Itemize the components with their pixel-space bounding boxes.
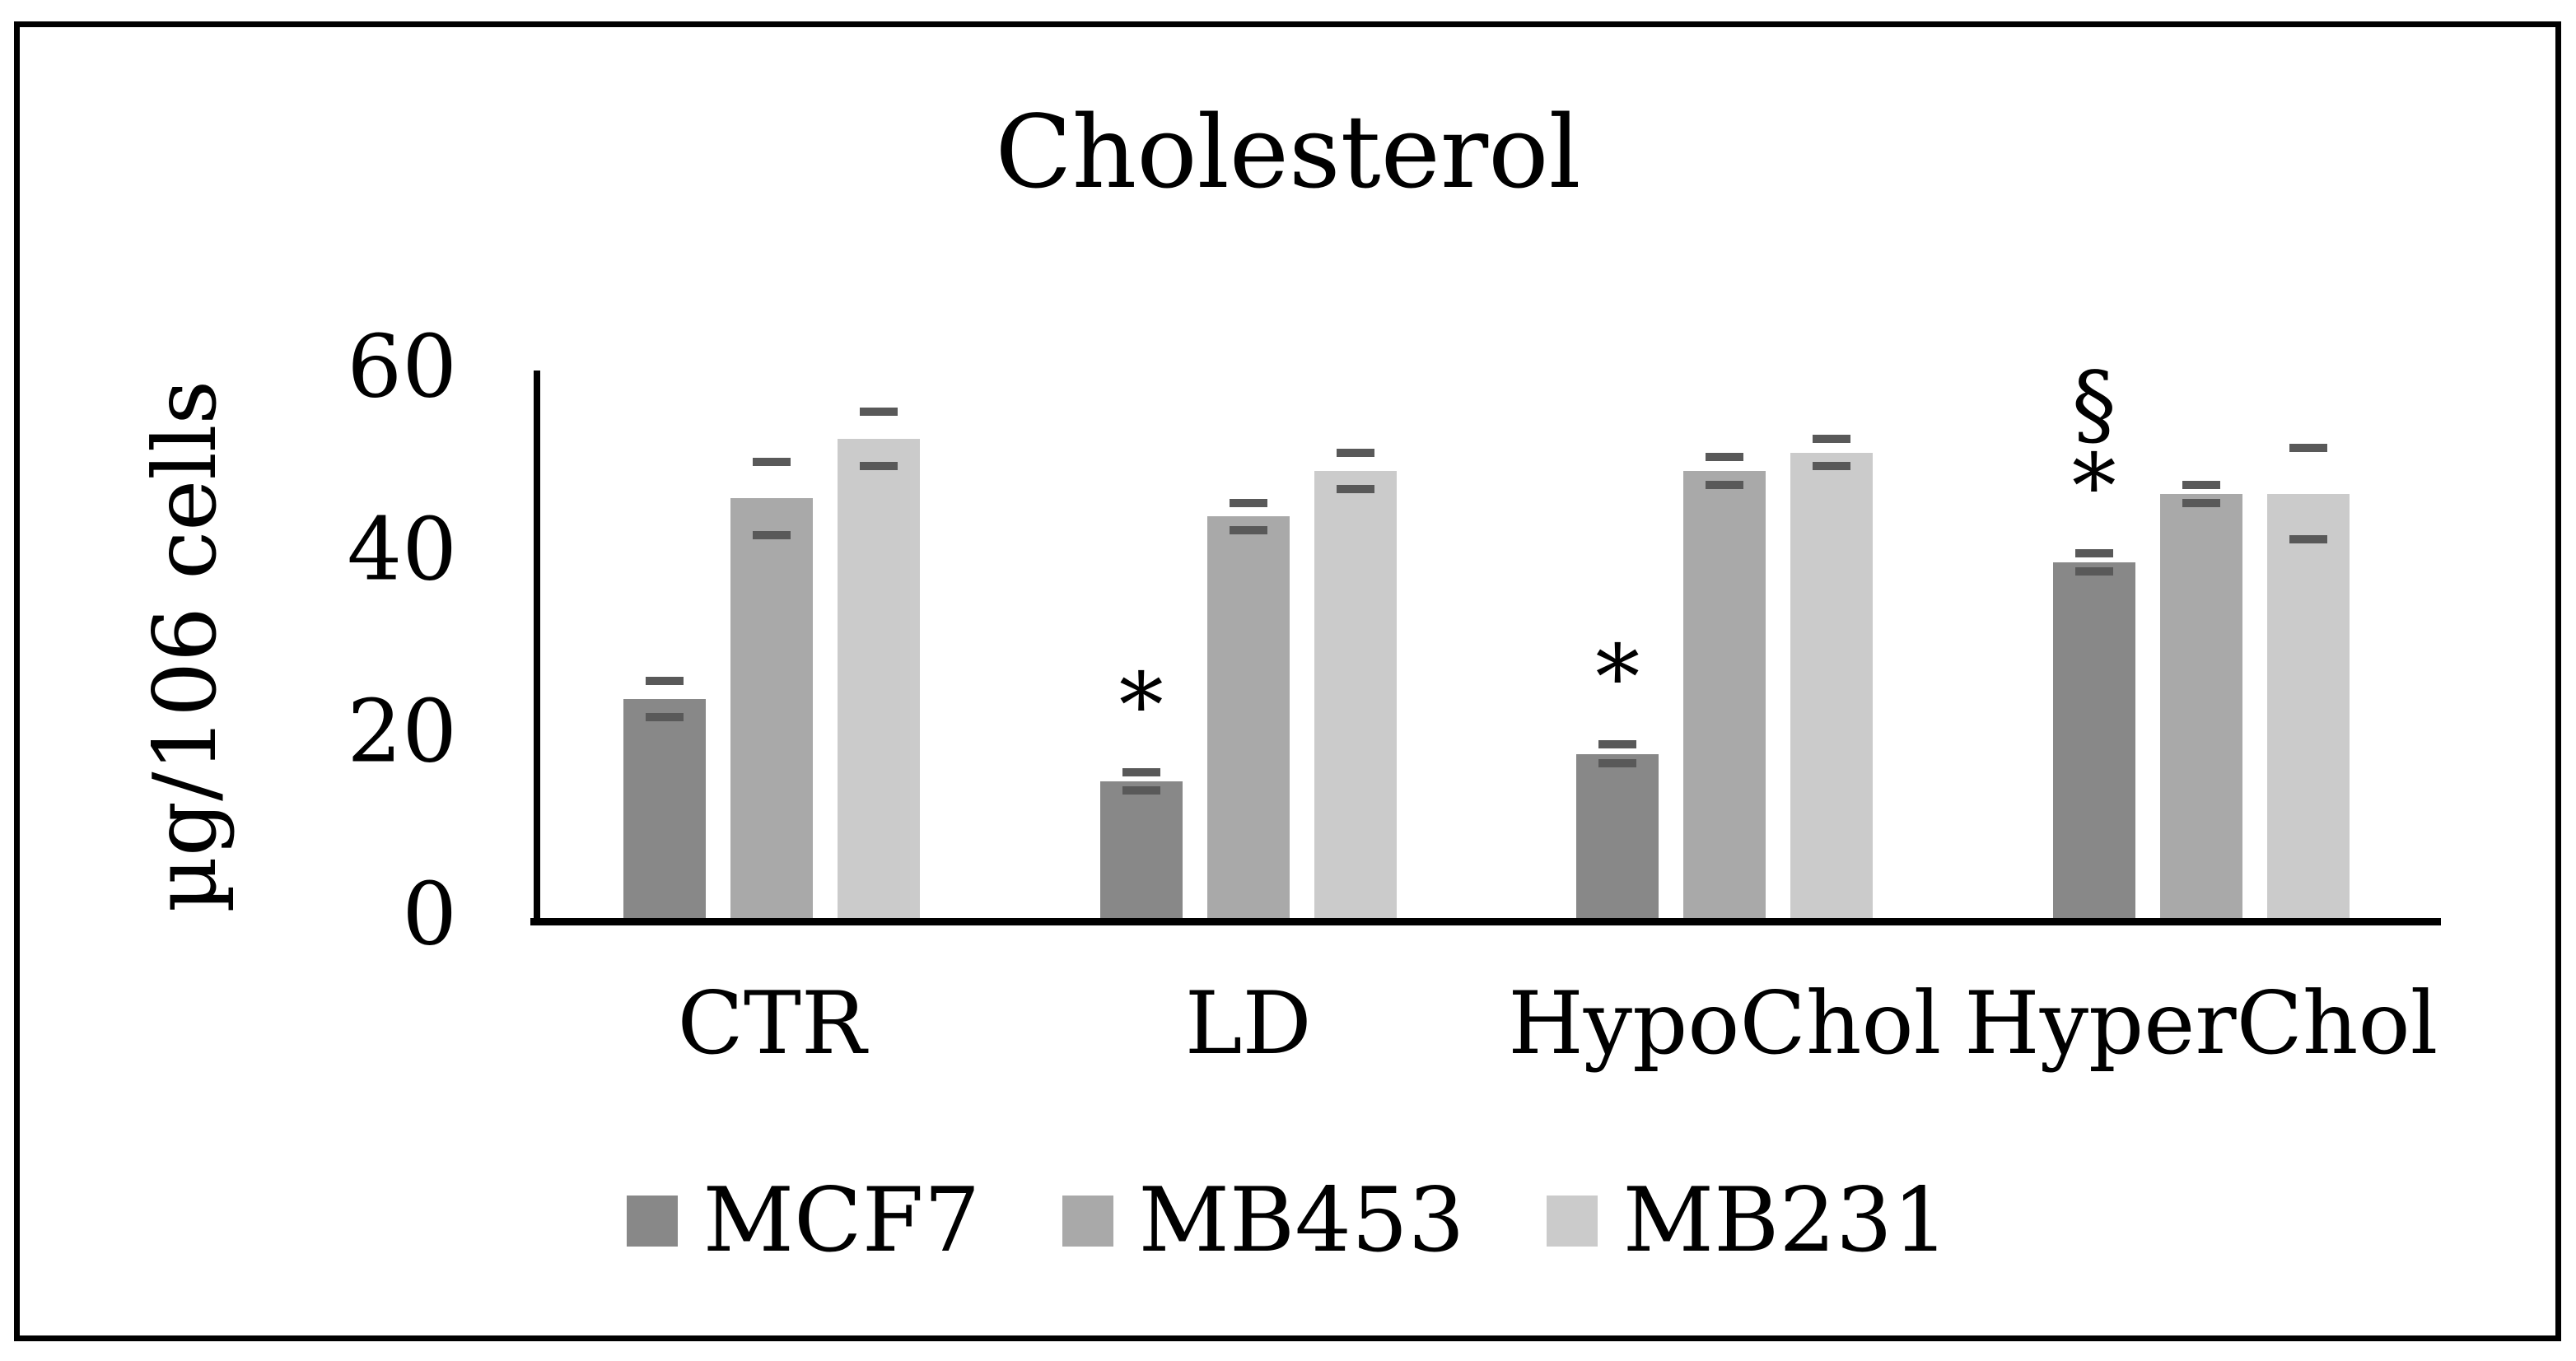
error-cap-high-MB453-CTR [753, 457, 791, 466]
bar-MCF7-HypoChol [1576, 753, 1659, 918]
error-cap-low-MB231-HyperChol [2289, 535, 2327, 544]
error-cap-high-MCF7-HyperChol [2074, 548, 2113, 557]
error-cap-low-MB453-LD [1229, 525, 1267, 534]
error-cap-high-MB453-LD [1229, 498, 1267, 507]
error-cap-low-MCF7-CTR [646, 713, 684, 722]
y-tick-label-20: 20 [347, 681, 457, 782]
bar-MB231-HypoChol [1790, 452, 1874, 918]
error-cap-low-MB453-HypoChol [1706, 480, 1744, 489]
bar-MCF7-LD [1099, 781, 1183, 918]
error-cap-low-MCF7-HyperChol [2074, 566, 2113, 576]
error-cap-high-MCF7-CTR [646, 676, 684, 685]
bar-MB453-LD [1206, 516, 1290, 918]
error-cap-low-MCF7-LD [1122, 785, 1160, 795]
bar-MB453-CTR [730, 498, 814, 918]
bar-MB231-LD [1314, 470, 1397, 918]
y-tick-label-0: 0 [402, 864, 457, 965]
x-category-label-HypoChol: HypoChol [1508, 973, 1942, 1074]
error-cap-low-MCF7-HypoChol [1598, 758, 1637, 767]
y-tick-label-40: 40 [347, 498, 457, 599]
error-cap-high-MB453-HyperChol [2182, 480, 2220, 489]
bar-MB231-CTR [838, 439, 921, 918]
legend-swatch-MB453 [1062, 1196, 1114, 1247]
error-cap-high-MB231-HypoChol [1813, 435, 1851, 444]
error-cap-low-MB453-HyperChol [2182, 498, 2220, 507]
error-cap-low-MB231-CTR [860, 462, 898, 471]
x-category-label-CTR: CTR [677, 973, 866, 1074]
chart-title: Cholesterol [995, 94, 1581, 211]
error-cap-high-MCF7-LD [1122, 767, 1160, 776]
legend-label-MCF7: MCF7 [702, 1169, 981, 1272]
error-cap-high-MCF7-HypoChol [1598, 740, 1637, 749]
error-cap-high-MB231-CTR [860, 407, 898, 416]
bar-MB453-HypoChol [1683, 470, 1766, 918]
legend-swatch-MCF7 [627, 1196, 679, 1247]
legend-item-MCF7: MCF7 [627, 1176, 980, 1266]
error-cap-low-MB231-LD [1336, 485, 1374, 494]
y-axis-line [534, 371, 540, 924]
legend-item-MB231: MB231 [1547, 1169, 1949, 1272]
x-category-label-HyperChol: HyperChol [1964, 973, 2438, 1074]
legend-swatch-MB231 [1547, 1196, 1598, 1247]
error-cap-low-MB453-CTR [753, 530, 791, 539]
legend-label-MB231: MB231 [1622, 1169, 1949, 1272]
legend-label-MB453: MB453 [1138, 1169, 1465, 1272]
bar-MCF7-HyperChol [2052, 562, 2135, 918]
x-category-label-LD: LD [1184, 973, 1312, 1074]
significance-marker-MCF7-HypoChol: * [1595, 627, 1640, 730]
bar-MCF7-CTR [623, 699, 707, 918]
x-axis-line [530, 918, 2441, 925]
error-cap-low-MB231-HypoChol [1813, 462, 1851, 471]
error-cap-high-MB231-LD [1336, 448, 1374, 457]
significance-marker-MCF7-LD: * [1118, 654, 1164, 757]
significance-marker-MCF7-HyperChol: § * [2071, 352, 2116, 538]
error-cap-high-MB453-HypoChol [1706, 453, 1744, 462]
y-tick-label-60: 60 [347, 316, 457, 417]
legend-item-MB453: MB453 [1062, 1176, 1464, 1266]
y-axis-title: µg/106 cells [135, 380, 236, 913]
legend: MCF7 MB453 MB231 [0, 1176, 2576, 1266]
error-cap-high-MB231-HyperChol [2289, 444, 2327, 453]
bar-MB453-HyperChol [2159, 493, 2242, 918]
bar-MB231-HyperChol [2266, 493, 2350, 918]
